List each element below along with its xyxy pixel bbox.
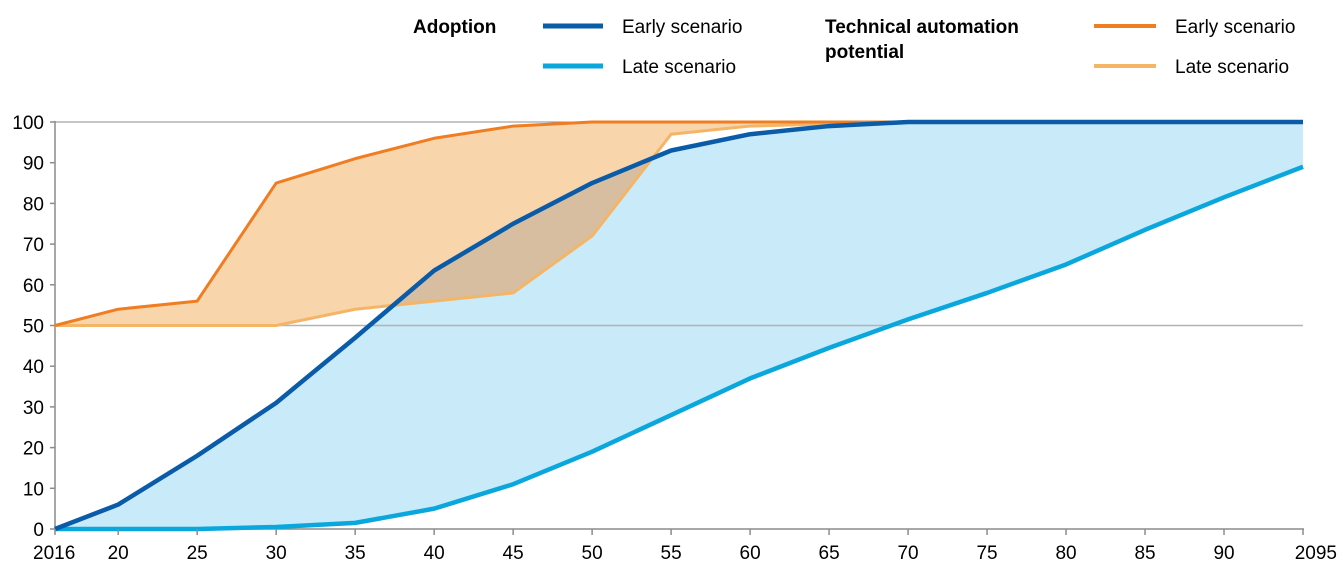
- y-tick-label: 70: [23, 235, 44, 256]
- y-tick-label: 30: [23, 398, 44, 419]
- y-tick-label: 90: [23, 154, 44, 175]
- y-tick-label: 60: [23, 276, 44, 297]
- automation-band-area: [55, 122, 1303, 326]
- x-tick-label: 2016: [33, 543, 75, 564]
- x-tick-label: 55: [661, 543, 682, 564]
- x-tick-label: 50: [582, 543, 603, 564]
- x-tick-label: 90: [1213, 543, 1234, 564]
- legend-heading-adoption: Adoption: [413, 17, 496, 38]
- x-axis-ticks: 2016 20 25 30 35 40 45 50 55 60 65 70 75 80 85 90 2095: [33, 529, 1337, 564]
- y-axis-ticks: 0 10 20 30 40 50 60 70 80 90 100: [12, 113, 55, 541]
- legend: Adoption Early scenario Late scenario Te…: [413, 17, 1295, 78]
- series-line-adoption-late: [55, 164, 1304, 532]
- series-lines: [54, 119, 1304, 532]
- x-tick-label: 35: [345, 543, 366, 564]
- legend-group-adoption: Adoption Early scenario Late scenario: [413, 17, 742, 78]
- y-tick-label: 40: [23, 357, 44, 378]
- x-tick-label: 70: [897, 543, 918, 564]
- x-tick-label: 65: [819, 543, 840, 564]
- y-tick-label: 50: [23, 317, 44, 338]
- y-tick-label: 10: [23, 479, 44, 500]
- y-tick-label: 20: [23, 439, 44, 460]
- legend-label-automation-late: Late scenario: [1175, 57, 1289, 78]
- legend-heading-automation-line2: potential: [825, 42, 904, 63]
- legend-heading-automation-line1: Technical automation: [825, 17, 1019, 38]
- y-tick-label: 100: [12, 113, 44, 134]
- series-line-adoption-early: [54, 119, 1303, 532]
- y-tick-label: 80: [23, 194, 44, 215]
- x-tick-label: 40: [424, 543, 445, 564]
- x-tick-label: 75: [976, 543, 997, 564]
- x-tick-label: 2095: [1295, 543, 1337, 564]
- x-tick-label: 85: [1134, 543, 1155, 564]
- legend-label-adoption-early: Early scenario: [622, 17, 742, 38]
- x-tick-label: 30: [266, 543, 287, 564]
- legend-label-automation-early: Early scenario: [1175, 17, 1295, 38]
- x-tick-label: 45: [503, 543, 524, 564]
- x-tick-label: 25: [187, 543, 208, 564]
- x-tick-label: 60: [740, 543, 761, 564]
- y-tick-label: 0: [33, 520, 44, 541]
- legend-group-automation: Technical automation potential Early sce…: [825, 17, 1295, 78]
- x-tick-label: 80: [1055, 543, 1076, 564]
- x-tick-label: 20: [108, 543, 129, 564]
- legend-label-adoption-late: Late scenario: [622, 57, 736, 78]
